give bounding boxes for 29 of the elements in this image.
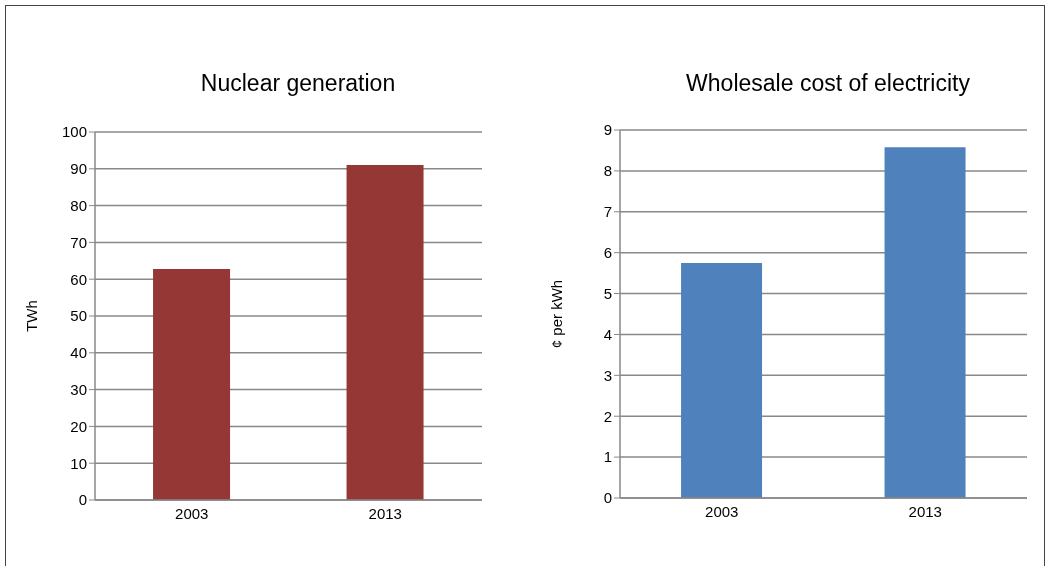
y-tick-label: 8 xyxy=(603,162,612,180)
y-tick-label: 6 xyxy=(603,243,612,261)
y-tick-label: 0 xyxy=(603,489,612,507)
y-tick-label: 0 xyxy=(78,491,87,509)
y-tick-label: 20 xyxy=(70,417,87,435)
y-tick-label: 9 xyxy=(603,121,612,139)
x-tick-label: 2013 xyxy=(368,504,402,522)
y-axis-title: ¢ per kWh xyxy=(548,279,566,349)
y-tick-label: 3 xyxy=(603,366,612,384)
y-tick-label: 2 xyxy=(603,407,612,425)
y-tick-label: 5 xyxy=(603,284,612,302)
y-tick-label: 70 xyxy=(70,233,87,251)
chart-title: Wholesale cost of electricity xyxy=(685,70,971,97)
x-tick-label: 2003 xyxy=(175,504,209,522)
y-tick-label: 30 xyxy=(70,380,87,398)
y-tick-label: 7 xyxy=(603,203,612,221)
y-tick-label: 60 xyxy=(70,270,87,288)
chart-title: Nuclear generation xyxy=(199,70,397,97)
y-tick-label: 4 xyxy=(603,325,612,343)
y-tick-label: 100 xyxy=(61,123,87,141)
x-tick-label: 2003 xyxy=(705,502,739,520)
y-tick-label: 40 xyxy=(70,344,87,362)
y-tick-label: 50 xyxy=(70,307,87,325)
y-axis-title: TWh xyxy=(23,300,41,332)
x-tick-label: 2013 xyxy=(908,502,942,520)
y-tick-label: 1 xyxy=(603,448,612,466)
y-tick-label: 10 xyxy=(70,454,87,472)
y-tick-label: 90 xyxy=(70,160,87,178)
y-tick-label: 80 xyxy=(70,196,87,214)
